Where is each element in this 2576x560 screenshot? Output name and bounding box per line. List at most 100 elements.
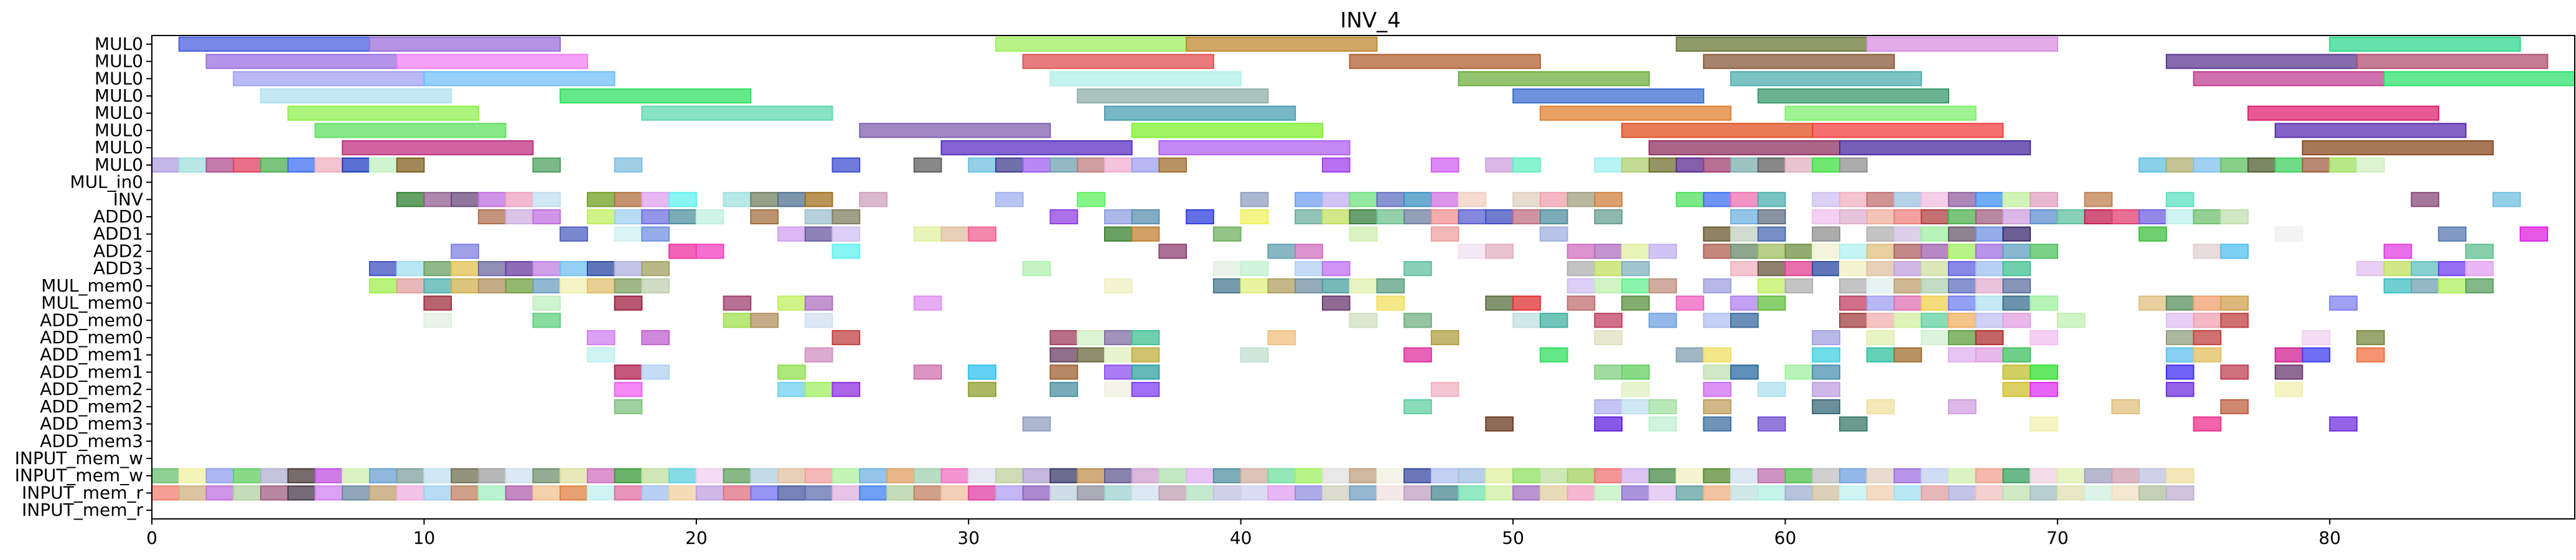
task-bar (641, 209, 670, 225)
task-bar (2193, 71, 2385, 87)
task-bar (831, 244, 861, 259)
task-bar (1812, 399, 1840, 414)
task-bar (1458, 244, 1487, 259)
task-bar (1866, 209, 1895, 225)
task-bar (205, 485, 235, 501)
task-bar (1839, 140, 2031, 156)
task-bar (586, 192, 616, 207)
task-bar (423, 485, 452, 501)
y-tick-label: ADD_mem0 (40, 310, 143, 330)
task-bar (396, 157, 425, 173)
task-bar (1349, 209, 1378, 225)
task-bar (1104, 209, 1133, 225)
task-bar (1376, 485, 1405, 501)
task-bar (1784, 364, 1814, 380)
task-bar (2356, 54, 2549, 69)
x-tick-label: 80 (2319, 528, 2341, 548)
task-bar (1240, 192, 1269, 207)
task-bar (723, 295, 752, 311)
y-tick-label: ADD_mem3 (40, 430, 143, 451)
y-tick-label: ADD_mem3 (40, 414, 143, 434)
task-bar (532, 192, 561, 207)
task-bar (342, 157, 370, 173)
x-tick-label: 70 (2046, 528, 2069, 548)
task-bar (2329, 416, 2358, 432)
task-bar (940, 226, 970, 242)
task-bar (2002, 313, 2031, 328)
task-bar (1458, 468, 1487, 483)
task-bar (668, 244, 697, 259)
task-bar (831, 330, 861, 346)
task-bar (1267, 485, 1296, 501)
task-bar (505, 192, 534, 207)
task-bar (1240, 485, 1269, 501)
task-bar (1131, 226, 1160, 242)
task-bar (586, 347, 616, 363)
task-bar (1621, 382, 1650, 397)
task-bar (1567, 261, 1596, 277)
task-bar (505, 209, 534, 225)
task-bar (1893, 313, 1923, 328)
task-bar (2111, 209, 2140, 225)
task-bar (2030, 244, 2058, 259)
task-bar (2356, 330, 2385, 346)
task-bar (1757, 157, 1786, 173)
task-bar (1267, 278, 1296, 293)
task-bar (1512, 157, 1541, 173)
task-bar (1131, 364, 1160, 380)
task-bar (2193, 295, 2222, 311)
task-bar (151, 468, 180, 483)
task-bar (342, 485, 370, 501)
y-tick-label: ADD_mem0 (40, 327, 143, 348)
y-tick-label: MUL_mem0 (41, 293, 143, 313)
task-bar (287, 485, 316, 501)
task-bar (1594, 209, 1623, 225)
task-bar (1131, 123, 1323, 138)
task-bar (859, 485, 888, 501)
task-bar (1947, 295, 1977, 311)
task-bar (532, 209, 561, 225)
task-bar (1104, 468, 1133, 483)
task-bar (1539, 347, 1568, 363)
task-bar (505, 261, 534, 277)
task-bar (1267, 244, 1296, 259)
task-bar (1376, 278, 1405, 293)
task-bar (1839, 468, 1868, 483)
task-bar (2438, 226, 2467, 242)
task-bar (777, 382, 806, 397)
task-bar (1812, 485, 1840, 501)
task-bar (641, 364, 670, 380)
task-bar (614, 226, 643, 242)
task-bar (1594, 157, 1623, 173)
task-bar (1921, 330, 1949, 346)
task-bar (641, 226, 670, 242)
task-bars (151, 36, 2576, 501)
task-bar (1947, 468, 1977, 483)
task-bar (2056, 485, 2086, 501)
task-bar (1893, 209, 1923, 225)
task-bar (1567, 295, 1596, 311)
task-bar (695, 468, 724, 483)
task-bar (2247, 105, 2440, 121)
task-bar (2193, 347, 2222, 363)
y-axis-labels: MUL0MUL0MUL0MUL0MUL0MUL0MUL0MUL0MUL_in0I… (15, 34, 152, 520)
task-bar (1866, 485, 1895, 501)
task-bar (151, 485, 180, 501)
task-bar (2138, 295, 2167, 311)
task-bar (1131, 468, 1160, 483)
task-bar (1430, 226, 1459, 242)
task-bar (2002, 244, 2031, 259)
task-bar (560, 88, 752, 104)
task-bar (1186, 209, 1214, 225)
task-bar (2465, 278, 2494, 293)
task-bar (1703, 416, 1732, 432)
task-bar (1893, 485, 1923, 501)
task-bar (1812, 261, 1840, 277)
task-bar (451, 468, 479, 483)
task-bar (1430, 192, 1459, 207)
task-bar (1077, 485, 1105, 501)
task-bar (1839, 278, 1868, 293)
task-bar (532, 313, 561, 328)
task-bar (1594, 330, 1623, 346)
task-bar (1730, 364, 1759, 380)
